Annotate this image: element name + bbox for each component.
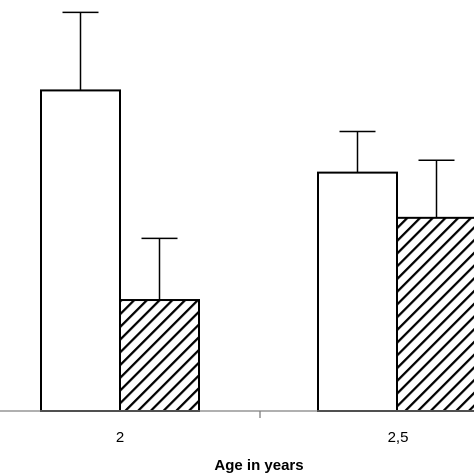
bar-0-1 xyxy=(119,299,200,412)
x-axis-title: Age in years xyxy=(214,457,303,474)
bar-0-0 xyxy=(40,89,121,412)
bars-layer xyxy=(40,11,474,412)
bar-1-1 xyxy=(396,216,474,412)
x-tick-label-0: 2 xyxy=(116,429,124,446)
bar-1-0 xyxy=(317,171,398,412)
x-tick-label-1: 2,5 xyxy=(388,429,409,446)
